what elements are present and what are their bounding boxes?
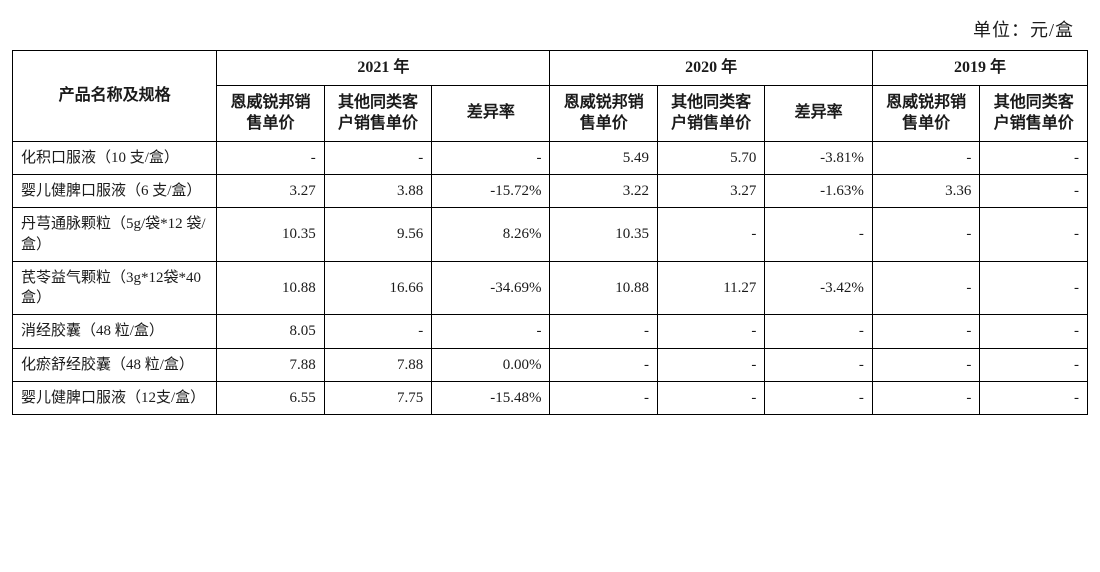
cell-2021-1: 9.56	[324, 208, 431, 262]
cell-2020-1: 5.70	[657, 141, 764, 174]
cell-2020-1: -	[657, 348, 764, 381]
cell-2021-0: 3.27	[217, 175, 324, 208]
cell-2021-0: 6.55	[217, 381, 324, 414]
cell-2020-1: -	[657, 381, 764, 414]
cell-2021-1: 3.88	[324, 175, 431, 208]
cell-2021-2: -15.48%	[432, 381, 550, 414]
cell-2020-2: -	[765, 315, 873, 348]
table-row: 婴儿健脾口服液（12支/盒） 6.55 7.75 -15.48% - - - -…	[13, 381, 1088, 414]
header-2021-col-0: 恩威锐邦销售单价	[217, 85, 324, 141]
cell-2020-0: -	[550, 315, 657, 348]
cell-2020-2: -	[765, 348, 873, 381]
product-name: 化瘀舒经胶囊（48 粒/盒）	[13, 348, 217, 381]
unit-label: 单位：元/盒	[12, 16, 1074, 42]
cell-2020-0: 10.35	[550, 208, 657, 262]
cell-2020-1: 11.27	[657, 261, 764, 315]
cell-2021-2: 8.26%	[432, 208, 550, 262]
cell-2020-0: -	[550, 348, 657, 381]
cell-2021-2: -34.69%	[432, 261, 550, 315]
cell-2021-1: 7.75	[324, 381, 431, 414]
cell-2020-2: -1.63%	[765, 175, 873, 208]
cell-2021-2: -	[432, 141, 550, 174]
product-name: 婴儿健脾口服液（6 支/盒）	[13, 175, 217, 208]
cell-2019-0: -	[872, 348, 979, 381]
product-name: 化积口服液（10 支/盒）	[13, 141, 217, 174]
header-2019-col-0: 恩威锐邦销售单价	[872, 85, 979, 141]
cell-2021-0: 10.88	[217, 261, 324, 315]
header-year-2019: 2019 年	[872, 51, 1087, 86]
cell-2019-1: -	[980, 261, 1088, 315]
product-name: 丹芎通脉颗粒（5g/袋*12 袋/盒）	[13, 208, 217, 262]
cell-2020-1: -	[657, 315, 764, 348]
cell-2019-0: -	[872, 381, 979, 414]
header-2020-col-2: 差异率	[765, 85, 873, 141]
cell-2019-0: -	[872, 315, 979, 348]
cell-2019-0: -	[872, 208, 979, 262]
table-row: 化瘀舒经胶囊（48 粒/盒） 7.88 7.88 0.00% - - - - -	[13, 348, 1088, 381]
table-row: 消经胶囊（48 粒/盒） 8.05 - - - - - - -	[13, 315, 1088, 348]
cell-2019-1: -	[980, 208, 1088, 262]
cell-2021-2: -	[432, 315, 550, 348]
cell-2019-0: -	[872, 141, 979, 174]
table-row: 化积口服液（10 支/盒） - - - 5.49 5.70 -3.81% - -	[13, 141, 1088, 174]
cell-2019-0: 3.36	[872, 175, 979, 208]
cell-2020-2: -	[765, 381, 873, 414]
cell-2020-1: -	[657, 208, 764, 262]
table-row: 芪苓益气颗粒（3g*12袋*40 盒） 10.88 16.66 -34.69% …	[13, 261, 1088, 315]
cell-2021-1: -	[324, 141, 431, 174]
cell-2020-2: -	[765, 208, 873, 262]
header-row-years: 产品名称及规格 2021 年 2020 年 2019 年	[13, 51, 1088, 86]
cell-2021-1: -	[324, 315, 431, 348]
product-name: 婴儿健脾口服液（12支/盒）	[13, 381, 217, 414]
cell-2020-0: 5.49	[550, 141, 657, 174]
header-2021-col-2: 差异率	[432, 85, 550, 141]
header-2020-col-0: 恩威锐邦销售单价	[550, 85, 657, 141]
header-2020-col-1: 其他同类客户销售单价	[657, 85, 764, 141]
price-table: 产品名称及规格 2021 年 2020 年 2019 年 恩威锐邦销售单价 其他…	[12, 50, 1088, 415]
cell-2020-0: 3.22	[550, 175, 657, 208]
cell-2021-1: 16.66	[324, 261, 431, 315]
cell-2019-0: -	[872, 261, 979, 315]
cell-2021-1: 7.88	[324, 348, 431, 381]
cell-2019-1: -	[980, 175, 1088, 208]
cell-2021-0: 7.88	[217, 348, 324, 381]
header-2021-col-1: 其他同类客户销售单价	[324, 85, 431, 141]
cell-2020-1: 3.27	[657, 175, 764, 208]
cell-2019-1: -	[980, 348, 1088, 381]
cell-2021-2: 0.00%	[432, 348, 550, 381]
table-body: 化积口服液（10 支/盒） - - - 5.49 5.70 -3.81% - -…	[13, 141, 1088, 414]
header-year-2021: 2021 年	[217, 51, 550, 86]
cell-2020-2: -3.81%	[765, 141, 873, 174]
cell-2021-2: -15.72%	[432, 175, 550, 208]
cell-2019-1: -	[980, 141, 1088, 174]
cell-2021-0: 10.35	[217, 208, 324, 262]
cell-2021-0: -	[217, 141, 324, 174]
product-name: 消经胶囊（48 粒/盒）	[13, 315, 217, 348]
cell-2019-1: -	[980, 315, 1088, 348]
header-year-2020: 2020 年	[550, 51, 872, 86]
table-row: 婴儿健脾口服液（6 支/盒） 3.27 3.88 -15.72% 3.22 3.…	[13, 175, 1088, 208]
cell-2020-2: -3.42%	[765, 261, 873, 315]
table-row: 丹芎通脉颗粒（5g/袋*12 袋/盒） 10.35 9.56 8.26% 10.…	[13, 208, 1088, 262]
header-2019-col-1: 其他同类客户销售单价	[980, 85, 1088, 141]
cell-2019-1: -	[980, 381, 1088, 414]
cell-2020-0: 10.88	[550, 261, 657, 315]
cell-2020-0: -	[550, 381, 657, 414]
cell-2021-0: 8.05	[217, 315, 324, 348]
header-product-name: 产品名称及规格	[13, 51, 217, 142]
product-name: 芪苓益气颗粒（3g*12袋*40 盒）	[13, 261, 217, 315]
